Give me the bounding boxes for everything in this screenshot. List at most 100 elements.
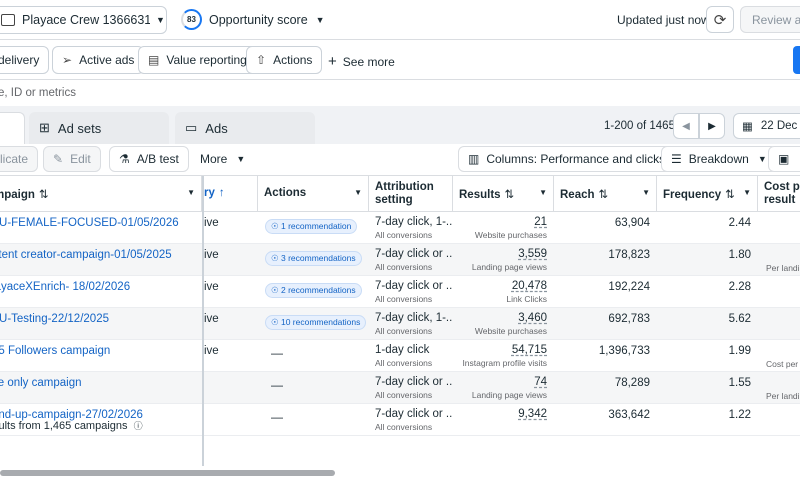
cost-per-result-cell: Per landi: [758, 372, 800, 404]
table-row[interactable]: ite only campaign — 7-day click or ... All …: [0, 372, 800, 404]
reports-button[interactable]: ▣ ▼: [768, 146, 800, 172]
chevron-down-icon: ▼: [354, 188, 362, 197]
more-button[interactable]: More ▼: [191, 146, 255, 172]
next-page-button[interactable]: ▶: [699, 113, 725, 139]
frequency-value: 1.22: [728, 409, 751, 421]
column-header-campaign[interactable]: mpaign⇅ ▼: [0, 176, 202, 212]
info-icon[interactable]: ⓘ: [133, 421, 143, 431]
results-value[interactable]: 54,715: [511, 344, 547, 356]
send-icon: ➢: [62, 53, 73, 67]
table-row[interactable]: 25 Followers campaign ive — 1-day click All …: [0, 340, 800, 372]
tab-ad-sets-label: Ad sets: [57, 120, 102, 136]
table-row[interactable]: ntent creator-campaign-01/05/2025 ive ☉ 3 …: [0, 244, 800, 276]
results-value[interactable]: 74: [534, 376, 547, 388]
sort-icon: ⇅: [38, 189, 49, 201]
footer-summary-text: sults from 1,465 campaigns: [0, 420, 128, 432]
horizontal-scrollbar[interactable]: [0, 466, 800, 480]
column-header-cost-per-result[interactable]: Cost per result: [758, 176, 800, 212]
see-more-button[interactable]: + See more: [328, 53, 395, 70]
cost-per-result-cell: Cost per I: [758, 340, 800, 372]
delivery-button[interactable]: delivery: [0, 46, 50, 74]
previous-page-button[interactable]: ◀: [673, 113, 699, 139]
campaign-name-link[interactable]: FU-FEMALE-FOCUSED-01/05/2026: [0, 212, 202, 244]
search-bar[interactable]: e, ID or metrics: [0, 80, 800, 106]
chevron-down-icon: ▼: [798, 154, 800, 164]
delivery-status: ive: [204, 281, 219, 293]
recommendation-badge[interactable]: ☉ 2 recommendations: [265, 283, 362, 298]
campaign-name-link[interactable]: FU-Testing-22/12/2025: [0, 308, 202, 340]
attribution-value: 7-day click or ...: [375, 376, 452, 388]
duplicate-button[interactable]: licate: [0, 146, 39, 172]
results-sub: Website purchases: [474, 326, 547, 336]
campaign-name-link[interactable]: 25 Followers campaign: [0, 340, 202, 372]
column-header-results[interactable]: Results ⇅ ▼: [453, 176, 554, 212]
campaign-name: ite only campaign: [0, 377, 82, 389]
campaign-name-link[interactable]: ntent creator-campaign-01/05/2025: [0, 244, 202, 276]
actions-button[interactable]: ⇧ Actions: [246, 46, 323, 74]
breakdown-label: Breakdown: [688, 152, 749, 166]
table-row[interactable]: FU-FEMALE-FOCUSED-01/05/2026 ive ☉ 1 recom…: [0, 212, 800, 244]
columns-label: Columns: Performance and clicks: [486, 152, 666, 166]
reach-value: 363,642: [608, 409, 650, 421]
recommendations-cell: ☉ 2 recommendations: [258, 276, 368, 308]
primary-action-button[interactable]: [793, 46, 800, 74]
frequency-value: 2.28: [728, 281, 751, 293]
date-range-picker[interactable]: ▦ 22 Dec 20: [733, 113, 800, 139]
columns-button[interactable]: ▥ Columns: Performance and clicks ▼: [458, 146, 693, 172]
edit-button[interactable]: ✎ Edit: [43, 146, 101, 172]
table-row[interactable]: FU-Testing-22/12/2025 ive ☉ 10 recommendat…: [0, 308, 800, 340]
frequency-value: 1.55: [728, 377, 751, 389]
campaign-name-link[interactable]: layaceXEnrich- 18/02/2026: [0, 276, 202, 308]
cost-per-result-cell: [758, 308, 800, 340]
tab-campaigns[interactable]: [0, 112, 25, 144]
attribution-value: 7-day click, 1-...: [375, 216, 452, 228]
value-reporting-button[interactable]: ▤ Value reporting: [138, 46, 257, 74]
refresh-icon: ⟳: [713, 11, 727, 29]
recommendation-badge[interactable]: ☉ 1 recommendation: [265, 219, 358, 234]
reach-value: 78,289: [614, 377, 650, 389]
results-value[interactable]: 3,460: [518, 312, 547, 324]
empty-value: —: [271, 378, 283, 392]
account-name: Playace Crew 136663127...: [22, 13, 150, 27]
tab-ads[interactable]: ▭ Ads: [175, 112, 315, 144]
review-button[interactable]: Review and: [740, 6, 800, 33]
column-header-actions[interactable]: Actions ▼: [258, 176, 369, 212]
sort-icon: ⇅: [725, 189, 735, 201]
column-header-reach[interactable]: Reach ⇅ ▼: [554, 176, 657, 212]
account-icon: [1, 14, 15, 26]
attribution-sub: All conversions: [375, 358, 433, 368]
results-value[interactable]: 3,559: [518, 248, 547, 260]
chevron-down-icon: ▼: [236, 154, 246, 164]
campaign-name-link[interactable]: and-up-campaign-27/02/2026: [0, 404, 202, 436]
account-selector[interactable]: Playace Crew 136663127... ▼: [0, 6, 167, 34]
delivery-status: ive: [204, 345, 219, 357]
more-label: More: [200, 152, 228, 166]
table-row[interactable]: and-up-campaign-27/02/2026 — 7-day click o…: [0, 404, 800, 436]
results-value[interactable]: 9,342: [518, 408, 547, 420]
refresh-button[interactable]: ⟳: [706, 6, 734, 33]
column-header-label: Frequency: [663, 189, 722, 201]
campaign-name-link[interactable]: ite only campaign: [0, 372, 202, 404]
flask-icon: ⚗: [119, 152, 130, 166]
breakdown-icon: ☰: [671, 152, 682, 166]
cost-per-result-cell: [758, 276, 800, 308]
recommendations-cell: —: [258, 372, 368, 404]
attribution-cell: 7-day click or ... All conversions: [369, 276, 452, 308]
frequency-value: 1.80: [728, 249, 751, 261]
opportunity-score-button[interactable]: 83 Opportunity score ▼: [181, 9, 325, 30]
recommendation-badge[interactable]: ☉ 3 recommendations: [265, 251, 362, 266]
recommendation-badge[interactable]: ☉ 10 recommendations: [265, 315, 367, 330]
attribution-sub: All conversions: [375, 262, 433, 272]
column-header-frequency[interactable]: Frequency ⇅ ▼: [657, 176, 758, 212]
breakdown-button[interactable]: ☰ Breakdown ▼: [661, 146, 777, 172]
scrollbar-thumb[interactable]: [0, 470, 335, 476]
results-value[interactable]: 20,478: [511, 280, 547, 292]
table-row[interactable]: layaceXEnrich- 18/02/2026 ive ☉ 2 recommen…: [0, 276, 800, 308]
attribution-cell: 7-day click or ... All conversions: [369, 244, 452, 276]
tab-ad-sets[interactable]: ⊞ Ad sets: [29, 112, 169, 144]
results-value[interactable]: 21: [534, 216, 547, 228]
column-header-attribution[interactable]: Attribution setting: [369, 176, 453, 212]
ab-test-button[interactable]: ⚗ A/B test: [109, 146, 189, 172]
active-ads-button[interactable]: ➢ Active ads: [52, 46, 145, 74]
column-header-delivery[interactable]: ry ↑: [204, 176, 258, 212]
